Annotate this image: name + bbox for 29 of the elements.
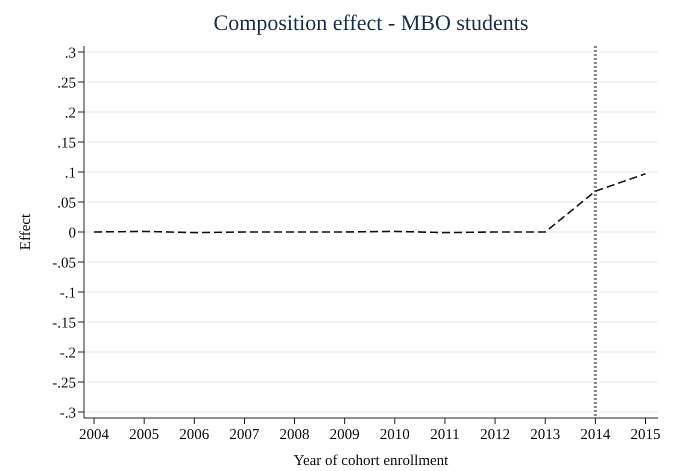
y-tick-label: .15 <box>57 135 76 152</box>
x-tick-label: 2005 <box>129 427 160 443</box>
x-tick-label: 2009 <box>330 427 360 443</box>
y-tick-label: .05 <box>57 195 76 212</box>
y-tick-label: .1 <box>64 165 76 182</box>
y-tick-label: .3 <box>64 45 76 62</box>
x-tick-label: 2006 <box>179 427 210 443</box>
y-tick-label: -.1 <box>60 285 76 302</box>
x-tick-label: 2007 <box>229 427 260 443</box>
x-tick-label: 2011 <box>430 427 460 443</box>
y-tick-label: -.3 <box>60 405 76 422</box>
x-tick-label: 2014 <box>580 427 611 443</box>
x-tick-label: 2008 <box>280 427 310 443</box>
chart-title: Composition effect - MBO students <box>214 10 528 35</box>
y-tick-label: 0 <box>68 225 76 242</box>
y-tick-label: .2 <box>64 105 76 122</box>
x-tick-label: 2015 <box>630 427 660 443</box>
y-tick-label: -.2 <box>60 345 76 362</box>
x-tick-label: 2004 <box>79 427 110 443</box>
y-axis-title: Effect <box>18 212 34 250</box>
x-tick-label: 2010 <box>380 427 410 443</box>
x-tick-label: 2012 <box>480 427 510 443</box>
x-tick-label: 2013 <box>530 427 560 443</box>
x-axis-title: Year of cohort enrollment <box>294 453 450 469</box>
y-tick-label: .25 <box>57 75 76 92</box>
y-tick-label: -.25 <box>52 375 76 392</box>
line-series <box>93 173 646 234</box>
y-tick-label: -.15 <box>52 315 76 332</box>
y-tick-label: -.05 <box>52 255 76 272</box>
